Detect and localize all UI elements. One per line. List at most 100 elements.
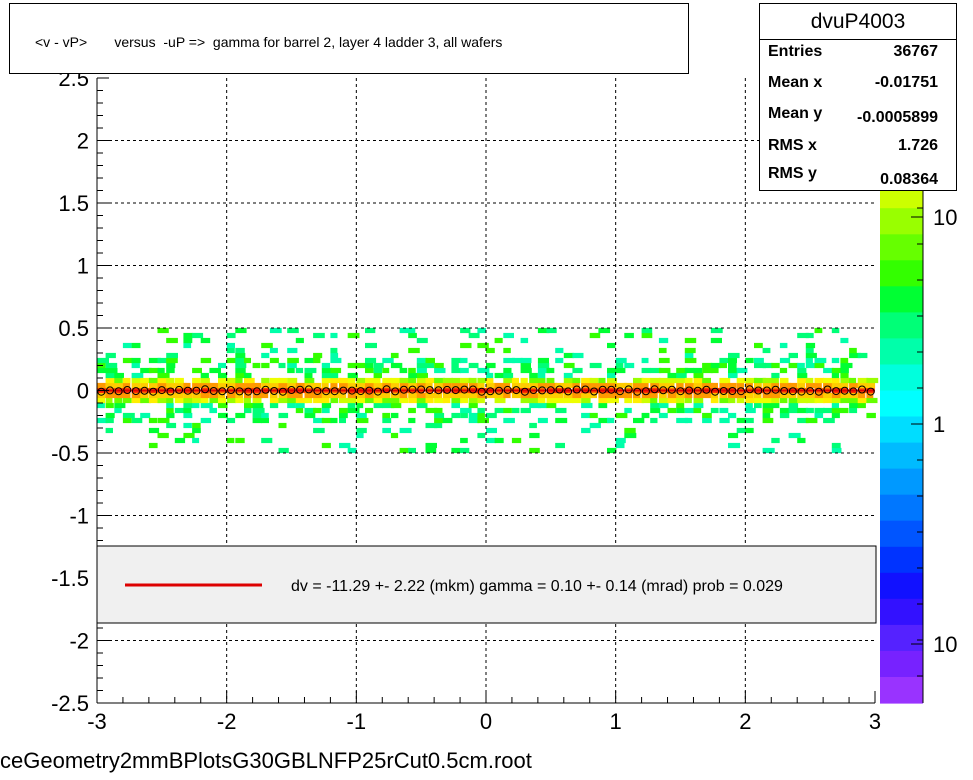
heatmap-cell (581, 397, 591, 404)
heatmap-cell (555, 407, 567, 414)
heatmap-cell (779, 357, 791, 364)
heatmap-cell (702, 412, 712, 419)
heatmap-cell (823, 407, 834, 414)
heatmap-cell (200, 372, 209, 379)
heatmap-cell (183, 432, 195, 439)
heatmap-cell (460, 342, 472, 349)
heatmap-cell (477, 377, 487, 384)
heatmap-cell (598, 327, 611, 334)
heatmap-cell (105, 402, 114, 409)
heatmap-cell (831, 377, 840, 384)
heatmap-cell (676, 407, 685, 414)
profile-point (434, 386, 443, 395)
heatmap-cell (416, 377, 428, 384)
y-tick-label: -2 (69, 629, 89, 654)
heatmap-cell (684, 367, 695, 374)
heatmap-cell (728, 382, 737, 389)
profile-point (538, 386, 547, 395)
heatmap-cell (460, 367, 469, 374)
profile-point (460, 385, 469, 394)
heatmap-cell (321, 382, 329, 389)
heatmap-cell (122, 382, 131, 389)
heatmap-cell (650, 397, 658, 404)
heatmap-cell (200, 417, 212, 424)
heatmap-cell (425, 447, 437, 454)
colorbar-swatch (880, 572, 923, 600)
heatmap-cell (209, 407, 217, 414)
heatmap-cell (676, 397, 685, 404)
heatmap-cell (607, 377, 617, 384)
heatmap-cell (399, 392, 408, 399)
heatmap-cell (486, 382, 495, 389)
heatmap-cell (658, 382, 668, 389)
profile-point (719, 387, 728, 395)
profile-point (373, 387, 382, 396)
heatmap-cell (771, 437, 780, 444)
heatmap-cell (244, 357, 251, 364)
profile-point (192, 386, 201, 395)
heatmap-cell (97, 382, 106, 389)
heatmap-cell (788, 397, 800, 404)
colorbar-swatch (880, 520, 923, 548)
heatmap-cell (166, 357, 178, 364)
heatmap-cell (771, 362, 780, 369)
heatmap-cell (520, 367, 532, 374)
heatmap-cell (468, 332, 480, 339)
x-tick-label: -1 (347, 709, 367, 734)
heatmap-cell (408, 332, 417, 339)
heatmap-cell (563, 352, 574, 359)
x-tick-label: 0 (480, 709, 492, 734)
heatmap-cell (503, 407, 512, 414)
heatmap-cell (494, 372, 505, 379)
heatmap-cell (122, 417, 132, 424)
colorbar-swatch (880, 677, 923, 704)
heatmap-cell (702, 362, 713, 369)
heatmap-cell (537, 367, 550, 374)
heatmap-cell (183, 422, 192, 429)
heatmap-cell (321, 397, 330, 404)
heatmap-cell (183, 332, 193, 339)
heatmap-cell (624, 432, 637, 439)
heatmap-cell (140, 367, 152, 374)
heatmap-cell (572, 397, 581, 404)
heatmap-cell (287, 357, 299, 364)
heatmap-cell (650, 392, 658, 399)
heatmap-cell (218, 397, 226, 404)
heatmap-cell (555, 392, 564, 399)
heatmap-cell (555, 357, 564, 364)
heatmap-cell (762, 397, 772, 404)
profile-point (641, 387, 650, 396)
heatmap-cell (736, 382, 744, 389)
heatmap-cell (615, 392, 626, 399)
heatmap-cell (494, 437, 504, 444)
heatmap-cell (779, 412, 790, 419)
heatmap-cell (122, 412, 135, 419)
heatmap-cell (486, 427, 497, 434)
heatmap-cell (633, 377, 644, 384)
heatmap-cell (321, 377, 334, 384)
heatmap-cell (425, 407, 438, 414)
heatmap-cell (529, 422, 537, 429)
heatmap-cell (235, 367, 246, 374)
profile-point (330, 387, 339, 396)
heatmap-cell (477, 327, 487, 334)
heatmap-cell (140, 397, 151, 404)
heatmap-cell (131, 362, 140, 369)
heatmap-cell (520, 377, 528, 384)
heatmap-cell (339, 412, 348, 419)
heatmap-cell (702, 417, 712, 424)
heatmap-cell (365, 377, 376, 384)
heatmap-cell (615, 362, 624, 369)
heatmap-cell (356, 382, 368, 389)
heatmap-cell (468, 392, 478, 399)
heatmap-cell (382, 412, 391, 419)
heatmap-cell (226, 357, 237, 364)
heatmap-cell (805, 407, 814, 414)
heatmap-cell (131, 392, 142, 399)
heatmap-cell (200, 377, 210, 384)
heatmap-cell (598, 377, 606, 384)
heatmap-cell (650, 402, 660, 409)
colorbar-swatch (880, 624, 923, 652)
heatmap-cell (710, 367, 719, 374)
heatmap-cell (408, 367, 416, 374)
